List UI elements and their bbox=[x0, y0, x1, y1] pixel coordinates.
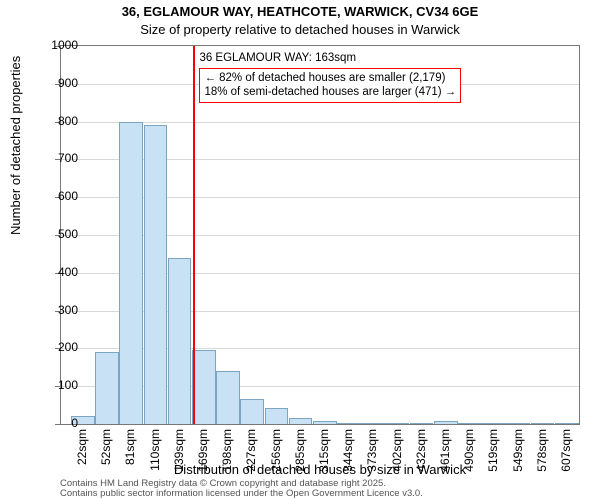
histogram-bar bbox=[144, 125, 168, 424]
histogram-bar bbox=[555, 423, 579, 424]
plot-area: 36 EGLAMOUR WAY: 163sqm ← 82% of detache… bbox=[60, 45, 580, 425]
xtick-label: 344sqm bbox=[341, 429, 355, 472]
histogram-bar bbox=[361, 423, 385, 424]
histogram-bar bbox=[482, 423, 506, 424]
ytick-label: 400 bbox=[38, 265, 78, 279]
ytick-label: 300 bbox=[38, 303, 78, 317]
xtick-label: 256sqm bbox=[269, 429, 283, 472]
chart-container: 36, EGLAMOUR WAY, HEATHCOTE, WARWICK, CV… bbox=[0, 0, 600, 500]
marker-label: 36 EGLAMOUR WAY: 163sqm bbox=[199, 52, 356, 64]
histogram-bar bbox=[119, 122, 143, 424]
xtick-label: 139sqm bbox=[172, 429, 186, 472]
footer-attribution: Contains HM Land Registry data © Crown c… bbox=[60, 479, 580, 500]
footer-line-2: Contains public sector information licen… bbox=[60, 489, 580, 499]
xtick-label: 81sqm bbox=[123, 429, 137, 465]
ytick-label: 800 bbox=[38, 114, 78, 128]
ytick-label: 100 bbox=[38, 378, 78, 392]
histogram-bar bbox=[216, 371, 240, 424]
histogram-bar bbox=[95, 352, 119, 424]
histogram-bar bbox=[385, 423, 409, 424]
histogram-bar bbox=[265, 408, 289, 424]
marker-line bbox=[193, 46, 195, 424]
histogram-bar bbox=[240, 399, 264, 424]
histogram-bar bbox=[458, 423, 482, 424]
ytick-label: 500 bbox=[38, 227, 78, 241]
xtick-label: 549sqm bbox=[511, 429, 525, 472]
xtick-label: 461sqm bbox=[438, 429, 452, 472]
annotation-line-1: ← 82% of detached houses are smaller (2,… bbox=[204, 71, 456, 85]
histogram-bar bbox=[313, 421, 337, 424]
histogram-bar bbox=[506, 423, 530, 424]
histogram-bar bbox=[289, 418, 313, 424]
chart-title: 36, EGLAMOUR WAY, HEATHCOTE, WARWICK, CV… bbox=[0, 4, 600, 19]
ytick-label: 200 bbox=[38, 340, 78, 354]
histogram-bar bbox=[192, 350, 216, 424]
xtick-label: 22sqm bbox=[75, 429, 89, 465]
xtick-label: 315sqm bbox=[317, 429, 331, 472]
xtick-label: 607sqm bbox=[559, 429, 573, 472]
histogram-bar bbox=[410, 423, 434, 424]
histogram-bar bbox=[337, 423, 361, 425]
xtick-label: 169sqm bbox=[196, 429, 210, 472]
annotation-line-2: 18% of semi-detached houses are larger (… bbox=[204, 85, 456, 99]
histogram-bar bbox=[531, 423, 555, 424]
ytick-label: 900 bbox=[38, 76, 78, 90]
ytick-label: 600 bbox=[38, 189, 78, 203]
xtick-label: 52sqm bbox=[99, 429, 113, 465]
ytick-label: 1000 bbox=[38, 38, 78, 52]
histogram-bar bbox=[434, 421, 458, 424]
xtick-label: 519sqm bbox=[486, 429, 500, 472]
ytick-label: 700 bbox=[38, 151, 78, 165]
xtick-label: 578sqm bbox=[535, 429, 549, 472]
histogram-bar bbox=[168, 258, 192, 424]
chart-subtitle: Size of property relative to detached ho… bbox=[0, 22, 600, 37]
xtick-label: 432sqm bbox=[414, 429, 428, 472]
xtick-label: 285sqm bbox=[293, 429, 307, 472]
y-axis-label: Number of detached properties bbox=[8, 56, 23, 235]
xtick-label: 402sqm bbox=[390, 429, 404, 472]
annotation-box: ← 82% of detached houses are smaller (2,… bbox=[199, 68, 461, 103]
xtick-label: 227sqm bbox=[244, 429, 258, 472]
xtick-label: 490sqm bbox=[462, 429, 476, 472]
xtick-label: 198sqm bbox=[220, 429, 234, 472]
xtick-label: 373sqm bbox=[365, 429, 379, 472]
ytick-label: 0 bbox=[38, 416, 78, 430]
xtick-label: 110sqm bbox=[148, 429, 162, 471]
